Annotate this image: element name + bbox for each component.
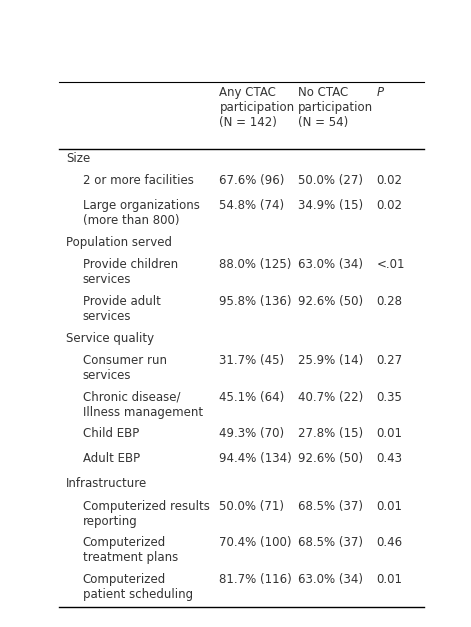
Text: 68.5% (37): 68.5% (37) [298, 536, 363, 549]
Text: 92.6% (50): 92.6% (50) [298, 452, 363, 465]
Text: 81.7% (116): 81.7% (116) [219, 573, 292, 586]
Text: 68.5% (37): 68.5% (37) [298, 500, 363, 513]
Text: 0.02: 0.02 [376, 174, 402, 187]
Text: 0.02: 0.02 [376, 199, 402, 213]
Text: 63.0% (34): 63.0% (34) [298, 258, 363, 271]
Text: 27.8% (15): 27.8% (15) [298, 427, 363, 440]
Text: 0.01: 0.01 [376, 573, 402, 586]
Text: 2 or more facilities: 2 or more facilities [82, 174, 194, 187]
Text: P: P [376, 87, 383, 99]
Text: 0.35: 0.35 [376, 391, 402, 404]
Text: 49.3% (70): 49.3% (70) [219, 427, 284, 440]
Text: 54.8% (74): 54.8% (74) [219, 199, 284, 213]
Text: 0.43: 0.43 [376, 452, 402, 465]
Text: 40.7% (22): 40.7% (22) [298, 391, 363, 404]
Text: Computerized results
reporting: Computerized results reporting [82, 500, 210, 527]
Text: 50.0% (71): 50.0% (71) [219, 500, 284, 513]
Text: Population served: Population served [66, 236, 172, 249]
Text: <.01: <.01 [376, 258, 405, 271]
Text: Service quality: Service quality [66, 332, 154, 345]
Text: Large organizations
(more than 800): Large organizations (more than 800) [82, 199, 200, 228]
Text: 0.46: 0.46 [376, 536, 403, 549]
Text: 92.6% (50): 92.6% (50) [298, 295, 363, 308]
Text: Chronic disease/
Illness management: Chronic disease/ Illness management [82, 391, 203, 418]
Text: 31.7% (45): 31.7% (45) [219, 354, 284, 367]
Text: 67.6% (96): 67.6% (96) [219, 174, 285, 187]
Text: Provide adult
services: Provide adult services [82, 295, 161, 323]
Text: Computerized
treatment plans: Computerized treatment plans [82, 536, 178, 564]
Text: Adult EBP: Adult EBP [82, 452, 140, 465]
Text: 0.28: 0.28 [376, 295, 402, 308]
Text: Infrastructure: Infrastructure [66, 477, 147, 490]
Text: Child EBP: Child EBP [82, 427, 139, 440]
Text: 0.01: 0.01 [376, 427, 402, 440]
Text: 95.8% (136): 95.8% (136) [219, 295, 292, 308]
Text: No CTAC
participation
(N = 54): No CTAC participation (N = 54) [298, 87, 373, 129]
Text: 70.4% (100): 70.4% (100) [219, 536, 292, 549]
Text: 34.9% (15): 34.9% (15) [298, 199, 363, 213]
Text: 0.01: 0.01 [376, 500, 402, 513]
Text: 63.0% (34): 63.0% (34) [298, 573, 363, 586]
Text: Size: Size [66, 152, 90, 165]
Text: 45.1% (64): 45.1% (64) [219, 391, 285, 404]
Text: Computerized
patient scheduling: Computerized patient scheduling [82, 573, 193, 601]
Text: Any CTAC
participation
(N = 142): Any CTAC participation (N = 142) [219, 87, 295, 129]
Text: 25.9% (14): 25.9% (14) [298, 354, 363, 367]
Text: 94.4% (134): 94.4% (134) [219, 452, 292, 465]
Text: Consumer run
services: Consumer run services [82, 354, 167, 382]
Text: 88.0% (125): 88.0% (125) [219, 258, 292, 271]
Text: Provide children
services: Provide children services [82, 258, 178, 286]
Text: 50.0% (27): 50.0% (27) [298, 174, 363, 187]
Text: 0.27: 0.27 [376, 354, 403, 367]
